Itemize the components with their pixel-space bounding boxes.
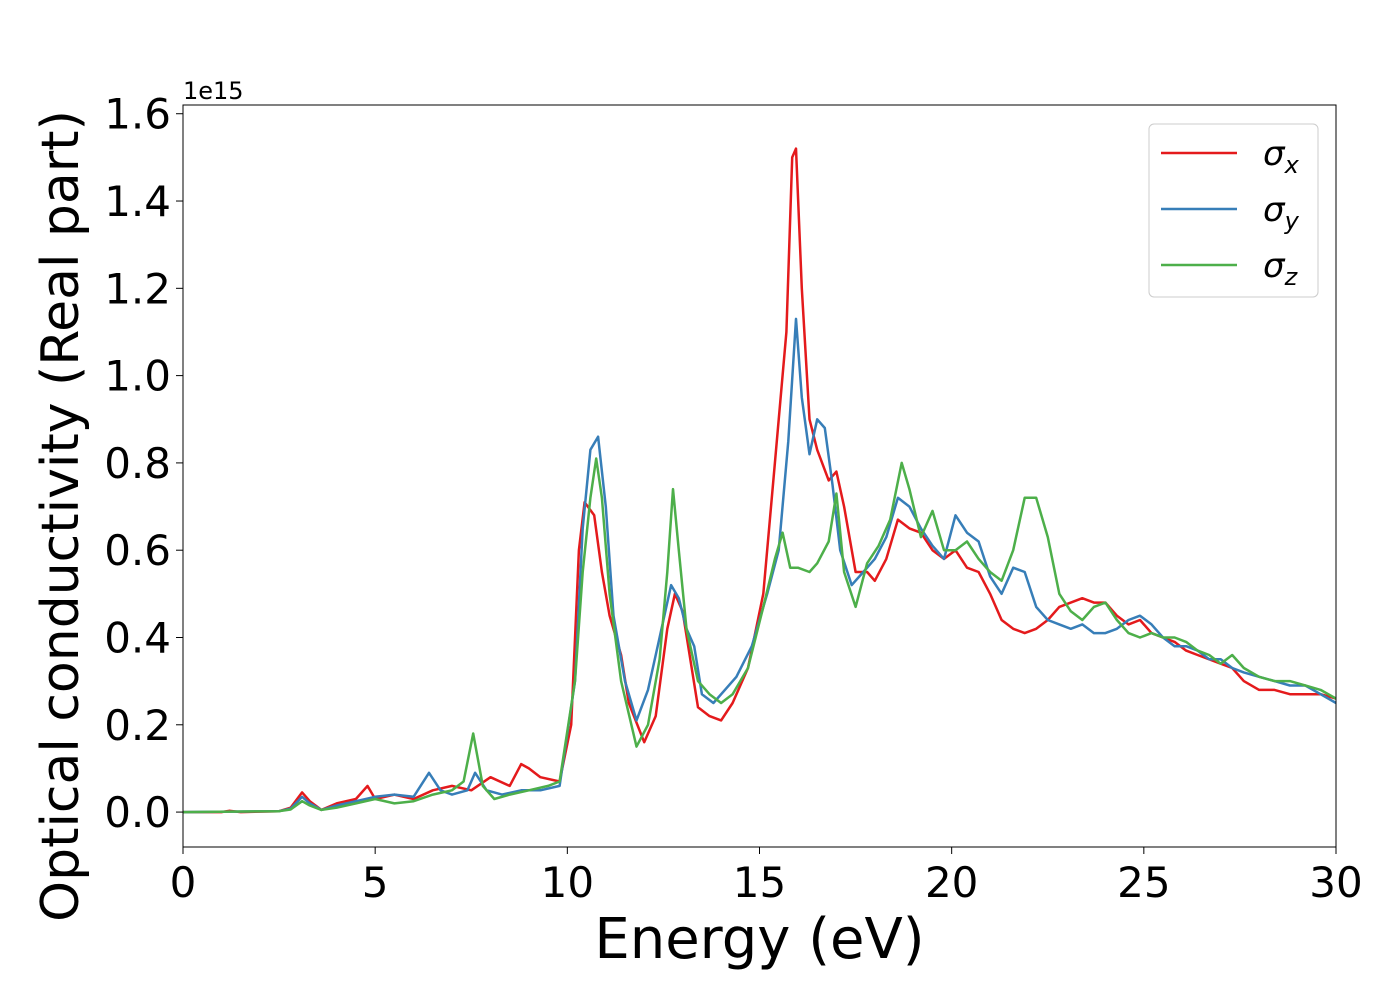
series-line-z [182,457,1337,814]
y-tick-label: 0.4 [104,613,171,662]
y-tick-label: 1.4 [104,177,171,226]
y-axis-label: Optical conductivity (Real part) [31,110,91,922]
x-tick-label: 30 [1309,858,1362,907]
y-tick-label: 1.0 [104,352,171,401]
legend-box [1148,123,1319,298]
legend-label-x: σx [1263,134,1300,179]
y-axis-offset-label: 1e15 [183,77,244,105]
legend-label-y: σy [1263,190,1300,235]
series-line-x [183,147,1337,814]
x-tick-label: 10 [541,858,594,907]
x-tick-label: 20 [925,858,978,907]
y-tick-label: 1.2 [104,264,171,313]
legend: σx σy σz [1148,123,1319,298]
y-tick-label: 0.8 [104,439,171,488]
y-tick-label: 1.6 [104,90,171,139]
series-layer [182,147,1337,814]
x-tick-label: 25 [1117,858,1170,907]
x-tick-label: 5 [362,858,389,907]
x-tick-label: 0 [170,858,197,907]
x-tick-label: 15 [733,858,786,907]
x-axis-label: Energy (eV) [594,907,924,972]
y-tick-label: 0.2 [104,701,171,750]
legend-label-z: σz [1263,246,1299,291]
series-line-y [182,317,1337,814]
y-tick-label: 0.0 [104,788,171,837]
y-tick-label: 0.6 [104,526,171,575]
axis-ticks: 0 5 10 15 20 25 30 0.0 0.2 0.4 0.6 0.8 1.0 1.2 1.4 1.6 [104,90,1363,907]
